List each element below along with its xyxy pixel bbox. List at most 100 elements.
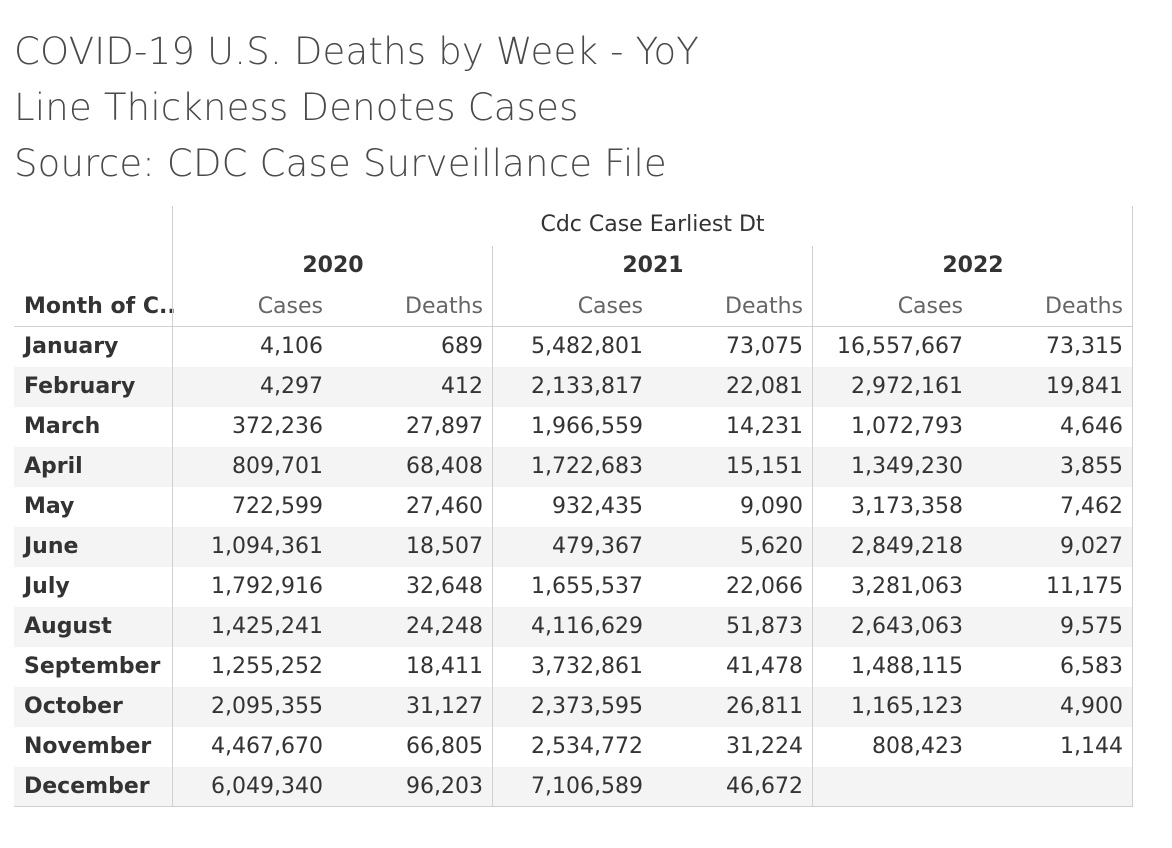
cell-2021-deaths[interactable]: 5,620: [740, 534, 803, 559]
cell-2020-deaths[interactable]: 24,248: [406, 614, 483, 639]
cell-2022-cases[interactable]: 16,557,667: [837, 334, 963, 359]
cell-2020-cases[interactable]: 1,094,361: [211, 534, 323, 559]
cell-2021-deaths[interactable]: 9,090: [740, 494, 803, 519]
cell-2020-cases[interactable]: 1,255,252: [211, 654, 323, 679]
cell-2021-deaths[interactable]: 31,224: [726, 734, 803, 759]
cell-2022-deaths[interactable]: 3,855: [1060, 454, 1123, 479]
cell-2020-cases[interactable]: 4,467,670: [211, 734, 323, 759]
cell-2021-cases[interactable]: 5,482,801: [531, 334, 643, 359]
cell-2021-deaths[interactable]: 22,066: [726, 574, 803, 599]
cell-2021-deaths[interactable]: 22,081: [726, 374, 803, 399]
cell-2020-deaths[interactable]: 68,408: [406, 454, 483, 479]
row-label-october[interactable]: October: [24, 694, 123, 719]
row-label-may[interactable]: May: [24, 494, 75, 519]
cell-2020-deaths[interactable]: 27,897: [406, 414, 483, 439]
row-label-june[interactable]: June: [24, 534, 79, 559]
row-label-december[interactable]: December: [24, 774, 150, 799]
row-label-july[interactable]: July: [24, 574, 70, 599]
cell-2022-deaths[interactable]: 9,575: [1060, 614, 1123, 639]
cell-2022-cases[interactable]: 808,423: [872, 734, 963, 759]
cell-2022-cases[interactable]: 1,488,115: [851, 654, 963, 679]
cell-2022-cases[interactable]: 3,281,063: [851, 574, 963, 599]
cell-2020-deaths[interactable]: 96,203: [406, 774, 483, 799]
year-header-2020[interactable]: 2020: [302, 253, 364, 278]
cell-2022-deaths[interactable]: 6,583: [1060, 654, 1123, 679]
cell-2020-cases[interactable]: 6,049,340: [211, 774, 323, 799]
cell-2021-deaths[interactable]: 26,811: [726, 694, 803, 719]
cell-2022-deaths[interactable]: 7,462: [1060, 494, 1123, 519]
title-line-2: Line Thickness Denotes Cases: [14, 86, 579, 129]
cell-2020-deaths[interactable]: 27,460: [406, 494, 483, 519]
cell-2020-deaths[interactable]: 18,411: [406, 654, 483, 679]
cell-2020-deaths[interactable]: 31,127: [406, 694, 483, 719]
grid-line: [172, 206, 173, 806]
cell-2021-cases[interactable]: 2,534,772: [531, 734, 643, 759]
measure-header-2020-deaths[interactable]: Deaths: [405, 294, 483, 319]
row-label-august[interactable]: August: [24, 614, 112, 639]
year-header-2021[interactable]: 2021: [622, 253, 684, 278]
row-label-november[interactable]: November: [24, 734, 152, 759]
cell-2021-cases[interactable]: 479,367: [552, 534, 643, 559]
cell-2020-deaths[interactable]: 32,648: [406, 574, 483, 599]
measure-header-2022-cases[interactable]: Cases: [897, 294, 963, 319]
measure-header-2020-cases[interactable]: Cases: [257, 294, 323, 319]
row-label-february[interactable]: February: [24, 374, 136, 399]
cell-2020-deaths[interactable]: 66,805: [406, 734, 483, 759]
row-label-march[interactable]: March: [24, 414, 101, 439]
cell-2021-deaths[interactable]: 46,672: [726, 774, 803, 799]
cell-2021-deaths[interactable]: 15,151: [726, 454, 803, 479]
cell-2021-cases[interactable]: 2,373,595: [531, 694, 643, 719]
measure-header-2021-deaths[interactable]: Deaths: [725, 294, 803, 319]
cell-2020-cases[interactable]: 809,701: [232, 454, 323, 479]
cell-2022-cases[interactable]: 1,072,793: [851, 414, 963, 439]
cell-2022-cases[interactable]: 2,849,218: [851, 534, 963, 559]
column-field-header[interactable]: Cdc Case Earliest Dt: [540, 212, 765, 237]
table-row: August 1,425,241 24,248 4,116,629 51,873 2,64…: [14, 607, 1132, 647]
cell-2021-deaths[interactable]: 41,478: [726, 654, 803, 679]
cell-2020-cases[interactable]: 4,106: [260, 334, 323, 359]
cell-2022-cases[interactable]: 1,165,123: [851, 694, 963, 719]
cell-2020-cases[interactable]: 2,095,355: [211, 694, 323, 719]
cell-2021-deaths[interactable]: 51,873: [726, 614, 803, 639]
cell-2021-cases[interactable]: 4,116,629: [531, 614, 643, 639]
measure-header-2021-cases[interactable]: Cases: [577, 294, 643, 319]
cell-2021-deaths[interactable]: 73,075: [726, 334, 803, 359]
cell-2020-cases[interactable]: 1,425,241: [211, 614, 323, 639]
measure-header-2022-deaths[interactable]: Deaths: [1045, 294, 1123, 319]
cell-2020-cases[interactable]: 1,792,916: [211, 574, 323, 599]
grid-line: [14, 806, 1133, 807]
cell-2021-cases[interactable]: 932,435: [552, 494, 643, 519]
cell-2021-deaths[interactable]: 14,231: [726, 414, 803, 439]
cell-2022-deaths[interactable]: 4,900: [1060, 694, 1123, 719]
year-header-2022[interactable]: 2022: [942, 253, 1004, 278]
cell-2021-cases[interactable]: 1,655,537: [531, 574, 643, 599]
cell-2021-cases[interactable]: 7,106,589: [531, 774, 643, 799]
cell-2022-cases[interactable]: 1,349,230: [851, 454, 963, 479]
cell-2021-cases[interactable]: 1,966,559: [531, 414, 643, 439]
cell-2021-cases[interactable]: 2,133,817: [531, 374, 643, 399]
cell-2021-cases[interactable]: 1,722,683: [531, 454, 643, 479]
cell-2020-deaths[interactable]: 18,507: [406, 534, 483, 559]
cell-2022-deaths[interactable]: 11,175: [1046, 574, 1123, 599]
row-label-september[interactable]: September: [24, 654, 161, 679]
cell-2020-cases[interactable]: 4,297: [260, 374, 323, 399]
title-line-3: Source: CDC Case Surveillance File: [14, 142, 667, 185]
row-label-january[interactable]: January: [24, 334, 119, 359]
cell-2022-deaths[interactable]: 1,144: [1060, 734, 1123, 759]
cell-2022-deaths[interactable]: 73,315: [1046, 334, 1123, 359]
cell-2022-cases[interactable]: 2,972,161: [851, 374, 963, 399]
cell-2020-deaths[interactable]: 689: [441, 334, 483, 359]
table-row: February 4,297 412 2,133,817 22,081 2,972,161…: [14, 367, 1132, 407]
cell-2022-cases[interactable]: 2,643,063: [851, 614, 963, 639]
grid-line: [1132, 206, 1133, 806]
cell-2020-deaths[interactable]: 412: [441, 374, 483, 399]
cell-2022-deaths[interactable]: 4,646: [1060, 414, 1123, 439]
row-field-header[interactable]: Month of C..: [24, 294, 176, 319]
cell-2021-cases[interactable]: 3,732,861: [531, 654, 643, 679]
cell-2022-cases[interactable]: 3,173,358: [851, 494, 963, 519]
cell-2020-cases[interactable]: 722,599: [232, 494, 323, 519]
cell-2022-deaths[interactable]: 9,027: [1060, 534, 1123, 559]
cell-2022-deaths[interactable]: 19,841: [1046, 374, 1123, 399]
row-label-april[interactable]: April: [24, 454, 83, 479]
cell-2020-cases[interactable]: 372,236: [232, 414, 323, 439]
